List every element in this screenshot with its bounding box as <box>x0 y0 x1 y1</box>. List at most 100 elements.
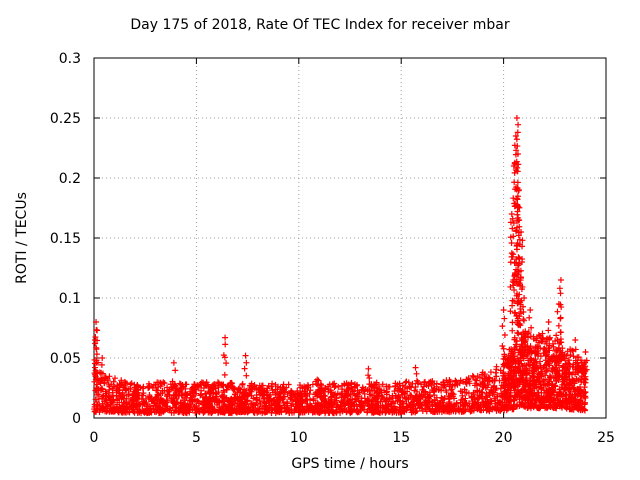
data-point <box>98 369 105 376</box>
data-point <box>223 395 230 402</box>
data-point <box>498 406 505 413</box>
tick-labels: 0 5 10 15 20 25 0 0.05 0.1 0.15 0.2 0.25 0.3 <box>50 51 615 446</box>
data-point <box>549 384 556 391</box>
data-point <box>566 406 573 413</box>
data-point <box>322 384 329 391</box>
data-point <box>164 406 171 413</box>
data-point <box>514 168 521 175</box>
data-point <box>431 385 438 392</box>
data-point <box>474 395 481 402</box>
data-point <box>105 402 112 409</box>
data-point <box>443 389 450 396</box>
data-point <box>537 353 544 360</box>
data-point <box>412 383 419 390</box>
data-point <box>546 347 553 354</box>
data-point <box>348 386 355 393</box>
data-point <box>513 115 520 121</box>
data-point <box>528 356 535 363</box>
data-point <box>130 390 137 397</box>
data-point <box>517 277 524 284</box>
data-point <box>215 409 222 416</box>
data-point <box>242 393 249 400</box>
data-point <box>346 400 353 407</box>
data-point <box>512 133 519 139</box>
data-point <box>292 391 299 398</box>
data-point <box>323 404 330 411</box>
data-point <box>101 374 108 381</box>
data-point <box>243 359 250 366</box>
data-point <box>582 349 589 355</box>
data-point <box>273 408 280 415</box>
data-point <box>522 328 529 335</box>
data-point <box>399 382 406 389</box>
data-point <box>288 402 295 409</box>
data-point <box>517 267 524 274</box>
data-point <box>221 354 228 361</box>
data-point <box>482 375 489 382</box>
x-axis-label: GPS time / hours <box>291 456 409 472</box>
data-point <box>268 383 275 390</box>
data-point <box>508 239 515 246</box>
data-point <box>136 392 143 399</box>
data-point <box>580 379 587 386</box>
data-point <box>508 348 515 355</box>
data-point <box>544 397 551 404</box>
data-point <box>392 380 399 387</box>
data-point <box>515 364 522 371</box>
data-point <box>511 346 518 353</box>
data-point <box>509 225 516 232</box>
data-point <box>557 277 564 283</box>
data-point <box>486 401 493 408</box>
data-point <box>284 399 291 406</box>
data-point <box>211 407 218 414</box>
data-point <box>504 405 511 412</box>
data-point <box>159 390 166 397</box>
data-point <box>554 392 561 399</box>
data-point <box>243 397 250 404</box>
data-point <box>438 397 445 404</box>
data-point <box>521 346 528 353</box>
data-point <box>497 367 504 374</box>
data-point <box>567 380 574 387</box>
data-point <box>570 369 577 376</box>
data-point <box>539 368 546 375</box>
data-point <box>525 347 532 354</box>
data-point <box>120 384 127 391</box>
data-point <box>98 361 105 368</box>
data-point <box>325 385 332 392</box>
data-point <box>509 253 516 260</box>
data-point <box>343 388 350 395</box>
data-point <box>569 347 576 354</box>
data-point <box>237 403 244 410</box>
data-point <box>394 394 401 401</box>
data-point <box>563 399 570 406</box>
data-point <box>513 184 520 191</box>
data-point <box>413 370 420 377</box>
data-point <box>365 365 372 372</box>
data-point <box>391 403 398 410</box>
data-point <box>202 394 209 401</box>
data-point <box>547 388 554 395</box>
data-point <box>341 407 348 414</box>
data-point <box>536 339 543 346</box>
data-point <box>180 397 187 404</box>
data-point <box>515 214 522 221</box>
data-point <box>123 403 130 410</box>
data-point <box>516 223 523 230</box>
data-point <box>473 377 480 384</box>
data-point <box>190 390 197 397</box>
data-point <box>382 409 389 416</box>
data-point <box>368 401 375 408</box>
data-point <box>241 386 248 393</box>
data-point <box>156 408 163 415</box>
data-point <box>318 382 325 389</box>
x-tick-label: 0 <box>90 430 99 446</box>
data-point <box>557 314 564 321</box>
data-point <box>222 334 229 341</box>
data-point <box>327 394 334 401</box>
data-point <box>366 375 373 382</box>
data-point <box>297 382 304 389</box>
data-point <box>525 383 532 390</box>
data-point <box>492 369 499 376</box>
